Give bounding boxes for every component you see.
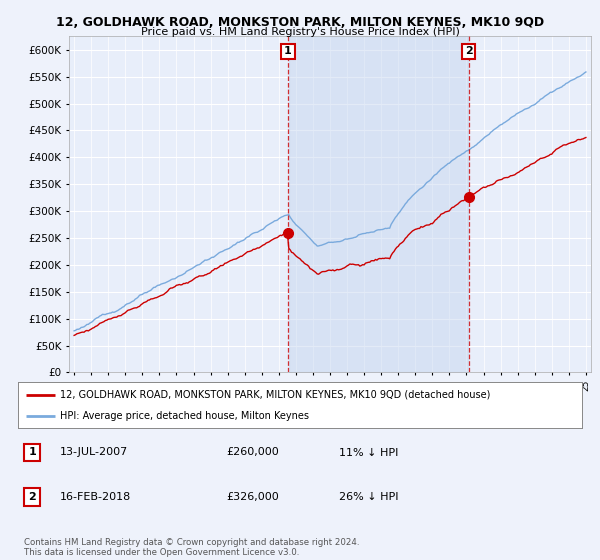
Text: 2: 2 bbox=[28, 492, 36, 502]
Text: 12, GOLDHAWK ROAD, MONKSTON PARK, MILTON KEYNES, MK10 9QD (detached house): 12, GOLDHAWK ROAD, MONKSTON PARK, MILTON… bbox=[60, 390, 491, 400]
Text: Price paid vs. HM Land Registry's House Price Index (HPI): Price paid vs. HM Land Registry's House … bbox=[140, 27, 460, 37]
Text: HPI: Average price, detached house, Milton Keynes: HPI: Average price, detached house, Milt… bbox=[60, 411, 310, 421]
Text: 13-JUL-2007: 13-JUL-2007 bbox=[60, 447, 128, 458]
Text: Contains HM Land Registry data © Crown copyright and database right 2024.
This d: Contains HM Land Registry data © Crown c… bbox=[24, 538, 359, 557]
Text: 1: 1 bbox=[28, 447, 36, 458]
Text: 26% ↓ HPI: 26% ↓ HPI bbox=[340, 492, 399, 502]
Text: £326,000: £326,000 bbox=[227, 492, 280, 502]
Text: 12, GOLDHAWK ROAD, MONKSTON PARK, MILTON KEYNES, MK10 9QD: 12, GOLDHAWK ROAD, MONKSTON PARK, MILTON… bbox=[56, 16, 544, 29]
Text: 1: 1 bbox=[284, 46, 292, 57]
Text: 2: 2 bbox=[464, 46, 472, 57]
Text: 11% ↓ HPI: 11% ↓ HPI bbox=[340, 447, 399, 458]
Text: £260,000: £260,000 bbox=[227, 447, 280, 458]
Text: 16-FEB-2018: 16-FEB-2018 bbox=[60, 492, 131, 502]
